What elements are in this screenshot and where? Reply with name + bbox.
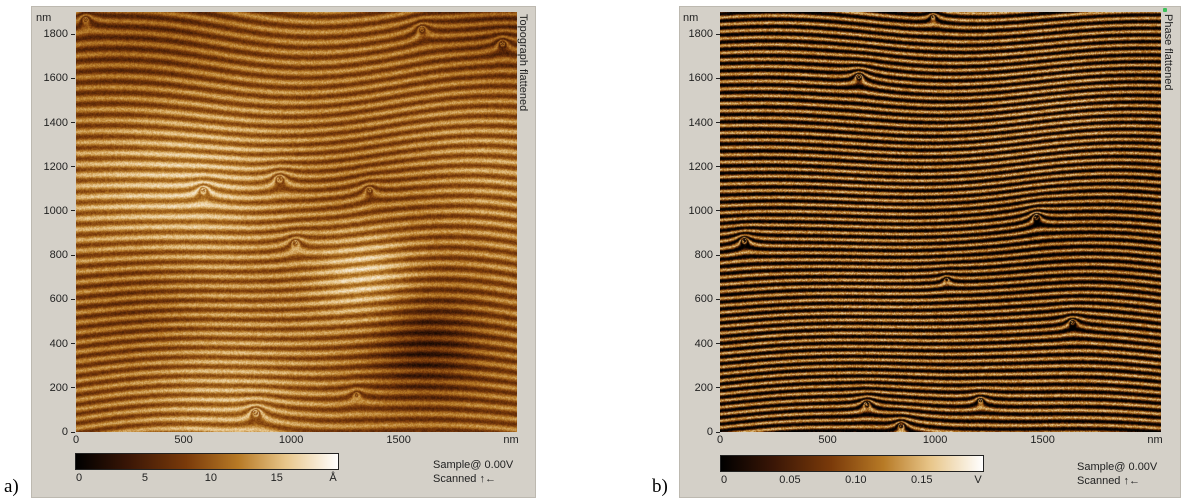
x-tick-label: 500 [818, 434, 837, 446]
y-tick-label: 600 [50, 293, 75, 305]
scan-direction: Scanned ↑← [433, 473, 496, 485]
colorbar-tick-label: 0.15 [911, 474, 933, 486]
y-tick-label: 1800 [44, 28, 75, 40]
y-tick-label: 0 [62, 426, 75, 438]
y-tick-label: 1400 [689, 117, 720, 129]
y-tick-label: 1000 [44, 205, 75, 217]
y-axis: 1800 1600 1400 1200 1000 800 600 400 200 0 [35, 12, 75, 438]
colorbar [720, 455, 984, 472]
y-tick-label: 400 [695, 338, 720, 350]
x-unit-label: nm [503, 434, 519, 446]
y-tick-label: 1000 [689, 205, 720, 217]
colorbar-tick-label: 0 [75, 472, 83, 484]
panel-label: a) [4, 476, 19, 497]
x-unit-label: nm [1147, 434, 1163, 446]
x-tick-label: 1000 [278, 434, 304, 446]
y-tick-label: 1800 [689, 28, 720, 40]
y-tick-label: 1200 [44, 161, 75, 173]
panel-label: b) [652, 476, 668, 497]
y-tick-label: 800 [695, 249, 720, 261]
x-axis: 0 500 1000 1500 nm [72, 434, 519, 448]
x-axis: 0 500 1000 1500 nm [716, 434, 1163, 448]
status-text: Sample@ 0.00V Scanned ↑← [433, 458, 513, 486]
channel-label: Topograph flattened [517, 14, 529, 112]
phase-image[interactable] [720, 12, 1161, 432]
y-tick-label: 1200 [689, 161, 720, 173]
channel-label: Phase flattened [1162, 14, 1174, 91]
y-tick-label: 1400 [44, 117, 75, 129]
topography-texture [76, 12, 517, 432]
colorbar-tick-label: 0 [720, 474, 728, 486]
status-indicator-icon [1163, 8, 1167, 12]
topography-image[interactable] [76, 12, 517, 432]
colorbar-ticks: 0 0.05 0.10 0.15 V [720, 474, 984, 487]
y-axis: 1800 1600 1400 1200 1000 800 600 400 200 0 [680, 12, 720, 438]
colorbar-tick-label: 5 [141, 472, 148, 484]
colorbar-tick-label: 10 [204, 472, 217, 484]
colorbar [75, 453, 339, 470]
x-tick-label: 500 [174, 434, 193, 446]
y-tick-label: 0 [707, 426, 720, 438]
x-tick-label: 0 [72, 434, 80, 446]
colorbar-unit-label: V [974, 474, 982, 486]
colorbar-tick-label: 15 [270, 472, 283, 484]
phase-texture [720, 12, 1161, 432]
x-tick-label: 1500 [1030, 434, 1055, 446]
sample-bias: Sample@ 0.00V [433, 459, 514, 471]
y-tick-label: 400 [50, 338, 75, 350]
colorbar-ticks: 0 5 10 15 Å [75, 472, 339, 485]
x-tick-label: 1000 [922, 434, 948, 446]
colorbar-tick-label: 0.05 [779, 474, 801, 486]
y-tick-label: 1600 [689, 72, 720, 84]
y-unit-label: nm [36, 12, 52, 24]
status-text: Sample@ 0.00V Scanned ↑← [1077, 460, 1157, 488]
colorbar-tick-label: 0.10 [845, 474, 867, 486]
y-tick-label: 200 [695, 382, 720, 394]
colorbar-unit-label: Å [329, 472, 337, 484]
y-unit-label: nm [683, 12, 699, 24]
scan-direction: Scanned ↑← [1077, 475, 1140, 487]
y-tick-label: 1600 [44, 72, 75, 84]
x-tick-label: 0 [716, 434, 724, 446]
sample-bias: Sample@ 0.00V [1077, 461, 1158, 473]
y-tick-label: 600 [695, 293, 720, 305]
y-tick-label: 800 [50, 249, 75, 261]
y-tick-label: 200 [50, 382, 75, 394]
x-tick-label: 1500 [386, 434, 411, 446]
